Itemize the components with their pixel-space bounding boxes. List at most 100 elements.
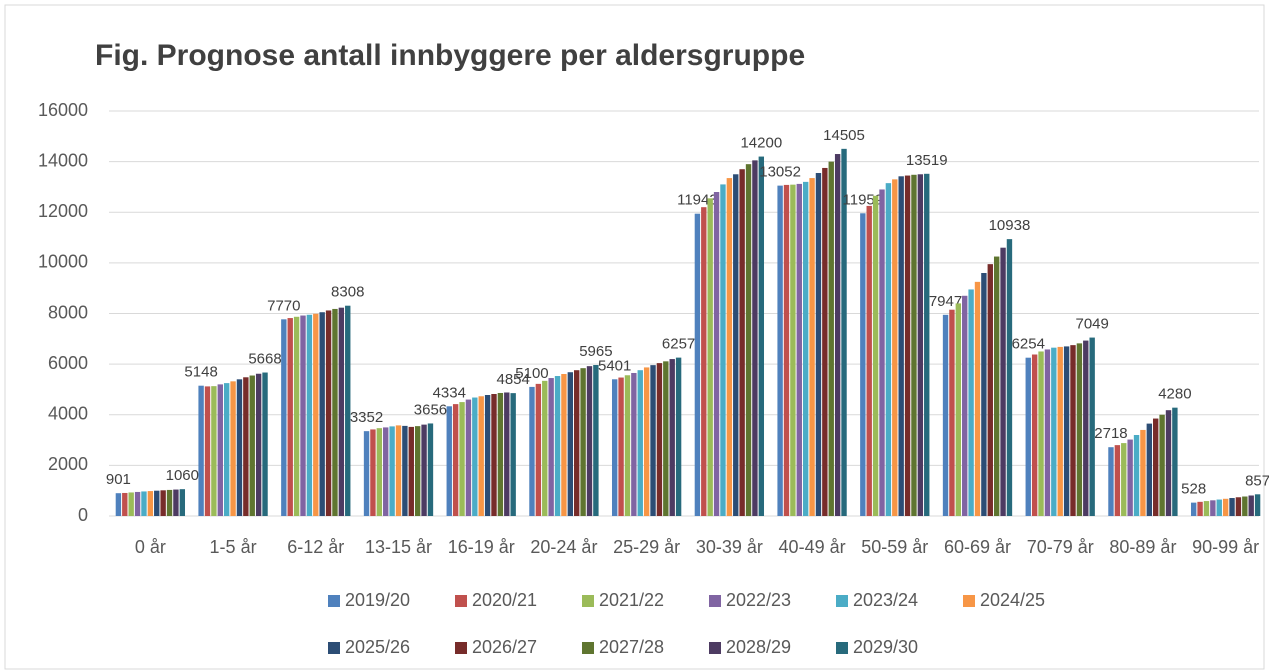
bar	[1089, 337, 1095, 516]
data-label: 13052	[759, 164, 801, 181]
chart-border	[4, 4, 1265, 670]
bar	[650, 365, 656, 516]
bar	[1038, 351, 1044, 516]
bar	[128, 492, 134, 516]
bar	[535, 383, 542, 516]
data-label: 5401	[598, 357, 631, 374]
bar	[262, 372, 268, 516]
bar	[154, 490, 160, 516]
data-label: 5965	[579, 343, 612, 360]
bar	[1229, 498, 1235, 516]
bar	[802, 181, 809, 516]
data-label: 7770	[267, 297, 300, 314]
bar	[904, 175, 911, 516]
legend-label: 2021/22	[599, 590, 664, 610]
bar	[1133, 435, 1140, 516]
bar	[567, 372, 574, 516]
y-tick-label: 4000	[48, 404, 88, 424]
bar	[955, 303, 962, 516]
bar	[924, 173, 930, 517]
bar	[389, 426, 395, 516]
bar	[561, 373, 567, 516]
bar	[395, 425, 402, 516]
bar	[663, 361, 669, 516]
legend-swatch	[328, 595, 340, 607]
bar	[790, 184, 796, 517]
bar	[1076, 343, 1083, 516]
legend-label: 2029/30	[853, 637, 918, 657]
data-label: 4334	[433, 384, 466, 401]
legend-swatch	[582, 642, 594, 654]
x-tick-label: 13-15 år	[365, 537, 432, 557]
bar	[459, 402, 465, 516]
legend-swatch	[455, 595, 467, 607]
legend-swatch	[836, 595, 848, 607]
bar	[834, 154, 841, 516]
bar	[427, 423, 434, 516]
bar	[249, 375, 255, 516]
bar	[287, 318, 293, 516]
bar	[720, 184, 726, 516]
bar	[898, 176, 904, 516]
bar	[917, 174, 924, 516]
x-tick-label: 90-99 år	[1192, 537, 1259, 557]
bar	[529, 386, 535, 516]
bar	[879, 189, 885, 516]
bar	[1222, 498, 1229, 516]
bar	[637, 370, 643, 516]
bar	[726, 178, 733, 516]
bar	[1127, 439, 1133, 516]
data-label: 5668	[248, 350, 281, 367]
bar	[580, 368, 586, 516]
legend-label: 2028/29	[726, 637, 791, 657]
bar	[1203, 501, 1210, 516]
legend-label: 2020/21	[472, 590, 537, 610]
legend-swatch	[582, 595, 594, 607]
bar	[414, 426, 421, 516]
data-label: 6254	[1012, 336, 1045, 353]
bar	[236, 379, 243, 516]
bar	[624, 375, 631, 516]
bar	[701, 207, 707, 516]
bar	[1083, 340, 1089, 516]
bar	[472, 397, 478, 516]
data-label: 10938	[989, 217, 1031, 234]
bar	[478, 396, 484, 516]
bar	[1197, 501, 1203, 516]
bar	[230, 381, 236, 516]
y-tick-label: 10000	[38, 252, 88, 272]
data-label: 4280	[1158, 386, 1191, 403]
x-tick-label: 1-5 år	[210, 537, 257, 557]
bar	[1114, 445, 1121, 516]
bar	[1070, 345, 1076, 516]
y-tick-label: 0	[78, 505, 88, 525]
bar	[815, 173, 822, 516]
data-label: 7049	[1075, 316, 1108, 333]
y-tick-label: 2000	[48, 454, 88, 474]
bar	[1248, 495, 1254, 516]
bar	[1006, 239, 1013, 516]
bar	[243, 377, 249, 516]
bar	[758, 156, 765, 516]
bar	[465, 399, 472, 516]
bar	[484, 395, 491, 516]
bar	[968, 289, 974, 516]
x-tick-label: 70-79 år	[1027, 537, 1094, 557]
bar	[1216, 499, 1222, 516]
bar	[408, 426, 414, 516]
bar	[281, 319, 287, 516]
bar	[332, 308, 338, 516]
bar	[1140, 429, 1146, 516]
legend-swatch	[455, 642, 467, 654]
bar	[313, 313, 319, 516]
bar	[510, 393, 516, 516]
bar	[1051, 347, 1057, 516]
bar	[1025, 357, 1031, 516]
bar	[783, 184, 790, 516]
bar	[631, 372, 637, 516]
bar	[115, 493, 122, 516]
bar	[217, 384, 223, 516]
data-label: 3352	[350, 409, 383, 426]
legend-label: 2022/23	[726, 590, 791, 610]
x-tick-label: 40-49 år	[779, 537, 846, 557]
